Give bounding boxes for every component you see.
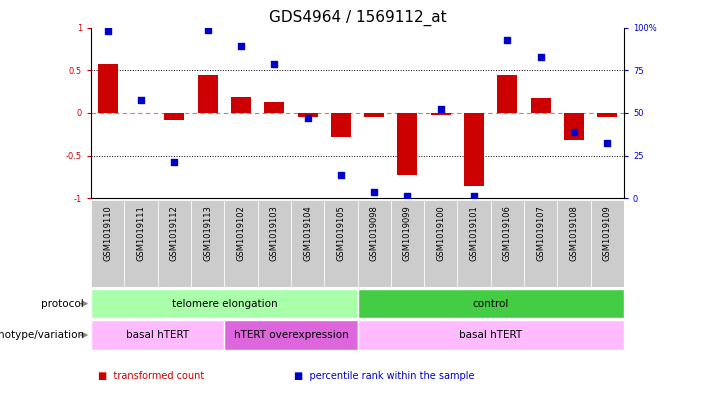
- Text: GSM1019108: GSM1019108: [569, 205, 578, 261]
- Text: GSM1019111: GSM1019111: [137, 205, 146, 261]
- Bar: [590, 200, 624, 287]
- Bar: [531, 97, 550, 113]
- Bar: [91, 320, 224, 350]
- Bar: [297, 113, 318, 117]
- Bar: [125, 200, 158, 287]
- Text: telomere elongation: telomere elongation: [172, 299, 277, 309]
- Text: GSM1019113: GSM1019113: [203, 205, 212, 261]
- Point: [502, 37, 513, 44]
- Text: genotype/variation: genotype/variation: [0, 330, 84, 340]
- Bar: [231, 97, 251, 113]
- Text: GSM1019103: GSM1019103: [270, 205, 279, 261]
- Text: GSM1019099: GSM1019099: [403, 205, 412, 261]
- Bar: [164, 113, 184, 120]
- Text: GSM1019104: GSM1019104: [303, 205, 312, 261]
- Bar: [264, 102, 285, 113]
- Bar: [191, 200, 224, 287]
- Point: [268, 61, 280, 68]
- Bar: [464, 113, 484, 185]
- Bar: [98, 64, 118, 113]
- Bar: [158, 200, 191, 287]
- Text: GSM1019102: GSM1019102: [236, 205, 245, 261]
- Text: basal hTERT: basal hTERT: [126, 330, 189, 340]
- Bar: [557, 200, 591, 287]
- Text: GSM1019105: GSM1019105: [336, 205, 346, 261]
- Bar: [358, 200, 391, 287]
- Bar: [258, 200, 291, 287]
- Point: [302, 115, 313, 121]
- Point: [102, 28, 114, 34]
- Title: GDS4964 / 1569112_at: GDS4964 / 1569112_at: [268, 10, 447, 26]
- Bar: [224, 320, 358, 350]
- Text: GSM1019110: GSM1019110: [103, 205, 112, 261]
- Bar: [524, 200, 557, 287]
- Text: hTERT overexpression: hTERT overexpression: [233, 330, 348, 340]
- Text: GSM1019112: GSM1019112: [170, 205, 179, 261]
- Bar: [397, 113, 418, 175]
- Point: [402, 193, 413, 199]
- Text: GSM1019106: GSM1019106: [503, 205, 512, 261]
- Point: [601, 140, 613, 146]
- Text: ■  percentile rank within the sample: ■ percentile rank within the sample: [294, 371, 475, 381]
- Bar: [430, 113, 451, 115]
- Bar: [457, 200, 491, 287]
- Bar: [91, 200, 125, 287]
- Text: GSM1019107: GSM1019107: [536, 205, 545, 261]
- Text: ■  transformed count: ■ transformed count: [98, 371, 205, 381]
- Text: GSM1019098: GSM1019098: [369, 205, 379, 261]
- Bar: [491, 200, 524, 287]
- Point: [236, 43, 247, 50]
- Bar: [424, 200, 458, 287]
- Bar: [224, 200, 258, 287]
- Bar: [331, 113, 351, 137]
- Bar: [291, 200, 324, 287]
- Text: basal hTERT: basal hTERT: [459, 330, 522, 340]
- Point: [569, 129, 580, 135]
- Bar: [324, 200, 358, 287]
- Point: [202, 27, 213, 33]
- Bar: [198, 75, 218, 113]
- Bar: [564, 113, 584, 140]
- Bar: [498, 75, 517, 113]
- Text: protocol: protocol: [41, 299, 84, 309]
- Point: [468, 193, 479, 199]
- Bar: [91, 289, 358, 318]
- Bar: [358, 320, 624, 350]
- Bar: [597, 113, 617, 117]
- Point: [369, 189, 380, 196]
- Text: control: control: [472, 299, 509, 309]
- Point: [335, 171, 346, 178]
- Point: [535, 54, 546, 61]
- Bar: [358, 289, 624, 318]
- Text: GSM1019100: GSM1019100: [436, 205, 445, 261]
- Point: [435, 106, 447, 112]
- Bar: [391, 200, 424, 287]
- Point: [135, 97, 147, 103]
- Text: GSM1019101: GSM1019101: [470, 205, 479, 261]
- Point: [169, 158, 180, 165]
- Text: GSM1019109: GSM1019109: [603, 205, 612, 261]
- Bar: [365, 113, 384, 117]
